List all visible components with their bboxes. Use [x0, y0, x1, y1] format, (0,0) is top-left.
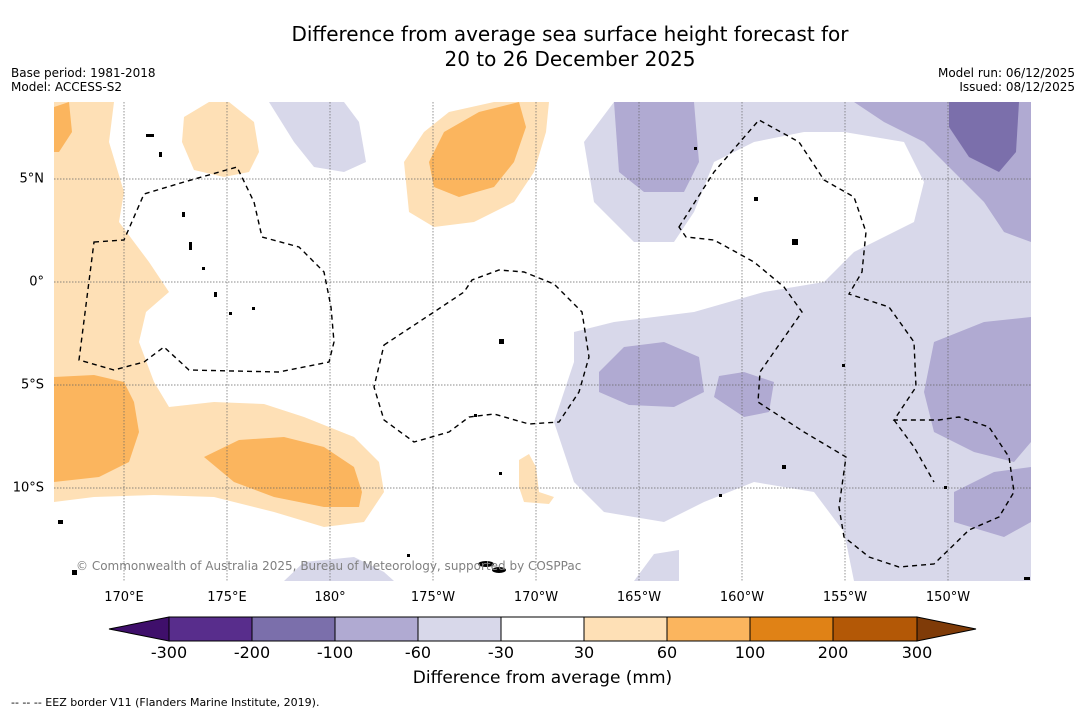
meta-left: Base period: 1981-2018 Model: ACCESS-S2	[11, 66, 156, 94]
lon-label-150w: 150°W	[925, 590, 971, 605]
colorbar	[108, 616, 977, 642]
colorbar-tick-4: -60	[404, 643, 432, 662]
chart-title: Difference from average sea surface heig…	[0, 22, 1085, 72]
anomaly-region-darkpurple	[949, 102, 1019, 172]
lon-label-160w: 160°W	[719, 590, 765, 605]
lat-label-5n: 5°N	[19, 171, 45, 187]
anomaly-region-orange-4	[204, 437, 362, 507]
lat-label-10s: 10°S	[12, 480, 44, 496]
map-svg	[54, 102, 1031, 581]
lon-label-170w: 170°W	[513, 590, 559, 605]
colorbar-tick-7: 60	[656, 643, 678, 662]
lon-label-165w: 165°W	[616, 590, 662, 605]
colorbar-segment-6	[583, 616, 668, 642]
title-line-2: 20 to 26 December 2025	[444, 47, 696, 71]
anomaly-region-south-purple	[284, 557, 394, 581]
colorbar-segment-2	[251, 616, 336, 642]
colorbar-segment-9	[832, 616, 918, 642]
colorbar-tick-2: -200	[233, 643, 271, 662]
colorbar-tick-6: 30	[573, 643, 595, 662]
eez-border-west	[78, 166, 335, 373]
colorbar-tick-9: 200	[817, 643, 849, 662]
anomaly-region-purple-6	[954, 467, 1031, 537]
anomaly-region-se-purple	[634, 550, 679, 581]
anomaly-region-orange-island	[182, 102, 259, 177]
colorbar-label: Difference from average (mm)	[412, 668, 673, 688]
colorbar-segment-5	[500, 616, 585, 642]
eez-legend: -- -- -- EEZ border V11 (Flanders Marine…	[11, 696, 320, 709]
colorbar-tick-1: -300	[150, 643, 188, 662]
anomaly-region-east-purple	[554, 102, 1031, 581]
gridlines	[54, 102, 1031, 581]
colorbar-segment-1	[168, 616, 253, 642]
eez-border-northeast	[678, 119, 1015, 568]
lon-label-170e: 170°E	[104, 590, 144, 605]
anomaly-region-purple-3	[599, 342, 704, 407]
lon-label-155w: 155°W	[822, 590, 868, 605]
lat-label-0: 0°	[29, 274, 44, 290]
colorbar-tick-5: -30	[487, 643, 515, 662]
issued-date: Issued: 08/12/2025	[959, 80, 1075, 94]
colorbar-segment-7	[666, 616, 751, 642]
anomaly-region-small-orange	[519, 454, 554, 504]
copyright-notice: © Commonwealth of Australia 2025, Bureau…	[76, 559, 582, 573]
anomaly-region-orange-2	[429, 102, 526, 197]
colorbar-segment-over	[916, 616, 977, 642]
eez-borders	[78, 119, 1015, 568]
anomaly-region-purple-1	[614, 102, 699, 192]
base-period: Base period: 1981-2018	[11, 66, 156, 80]
anomaly-region-purple-4	[714, 372, 774, 417]
title-line-1: Difference from average sea surface heig…	[291, 22, 849, 46]
model-name: Model: ACCESS-S2	[11, 80, 123, 94]
lat-label-5s: 5°S	[20, 377, 44, 393]
colorbar-segment-4	[417, 616, 502, 642]
colorbar-tick-8: 100	[734, 643, 766, 662]
colorbar-tick-3: -100	[316, 643, 354, 662]
anomaly-region-purple-5	[924, 317, 1031, 462]
colorbar-segment-under	[108, 616, 170, 642]
map-panel	[54, 102, 1031, 581]
eez-border-central	[373, 269, 590, 443]
lon-label-175w: 175°W	[410, 590, 456, 605]
meta-right: Model run: 06/12/2025 Issued: 08/12/2025	[938, 66, 1075, 94]
colorbar-segment-8	[749, 616, 834, 642]
anomaly-region-north-purple	[269, 102, 366, 172]
lon-label-175e: 175°E	[207, 590, 247, 605]
colorbar-tick-10: 300	[901, 643, 933, 662]
lon-label-180: 180°	[314, 590, 346, 605]
colorbar-segment-3	[334, 616, 419, 642]
model-run: Model run: 06/12/2025	[937, 66, 1075, 80]
eez-border-east	[893, 419, 935, 483]
anomaly-region-orange-3	[54, 375, 139, 482]
islands	[58, 134, 1030, 580]
anomaly-region-orange-1	[54, 102, 72, 152]
